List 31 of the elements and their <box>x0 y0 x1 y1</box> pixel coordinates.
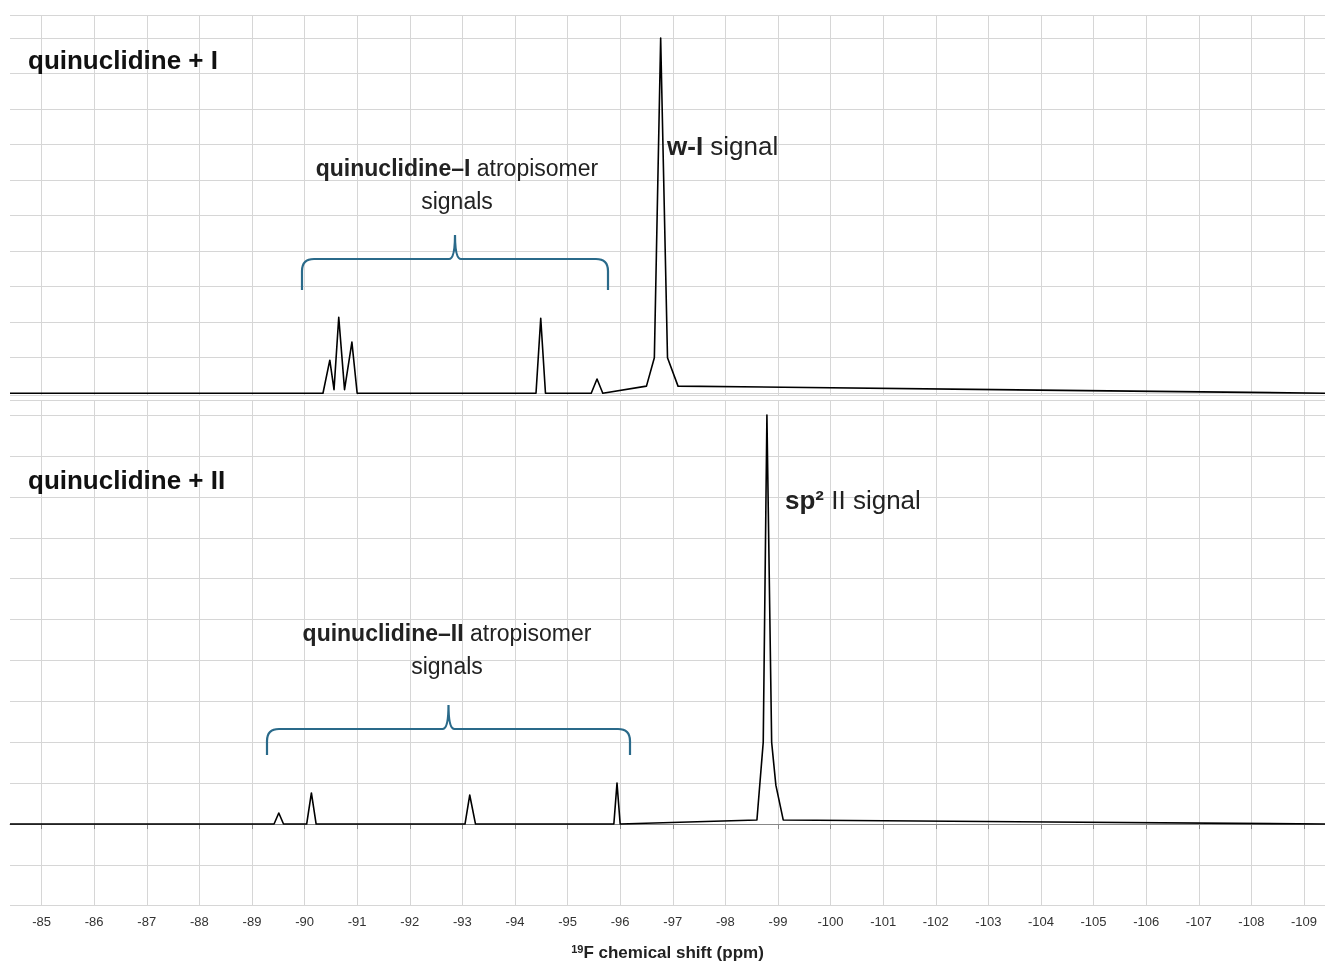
x-tick-label: -97 <box>663 914 683 929</box>
x-tick-label: -85 <box>32 914 51 929</box>
annotation: quinuclidine + I <box>28 44 218 77</box>
x-tick-label: -86 <box>84 914 104 929</box>
x-tick-label: -93 <box>452 914 472 929</box>
x-tick-label: -90 <box>295 914 314 929</box>
annotation: sp² II signal <box>785 484 921 517</box>
x-tick-label: -91 <box>347 914 367 929</box>
x-tick-label: -107 <box>1185 914 1212 929</box>
x-tick-label: -99 <box>768 914 788 929</box>
x-tick-label: -94 <box>505 914 525 929</box>
x-tick-label: -108 <box>1238 914 1265 929</box>
x-tick-label: -98 <box>715 914 735 929</box>
x-tick-label: -95 <box>558 914 577 929</box>
x-tick-label: -89 <box>242 914 262 929</box>
x-tick-label: -109 <box>1290 914 1317 929</box>
x-tick-label: -105 <box>1080 914 1107 929</box>
x-tick-label: -88 <box>189 914 209 929</box>
annotation: quinuclidine–II atropisomer signals <box>301 619 593 682</box>
x-tick-label: -96 <box>610 914 630 929</box>
x-tick-label: -100 <box>817 914 844 929</box>
annotation: quinuclidine + II <box>28 464 226 497</box>
x-tick-label: -87 <box>137 914 157 929</box>
x-tick-label: -104 <box>1027 914 1054 929</box>
annotation: w-I signal <box>667 130 779 163</box>
x-tick-label: -103 <box>975 914 1002 929</box>
x-tick-label: -92 <box>400 914 420 929</box>
annotation: quinuclidine–I atropisomer signals <box>314 154 600 217</box>
x-tick-label: -102 <box>922 914 949 929</box>
x-tick-label: -101 <box>870 914 897 929</box>
x-tick-label: -106 <box>1133 914 1160 929</box>
